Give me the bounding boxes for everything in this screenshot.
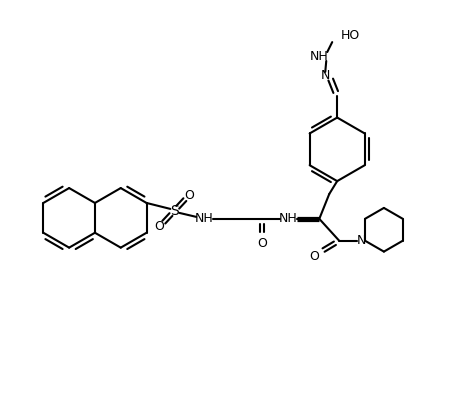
Text: N: N: [356, 234, 366, 247]
Text: NH: NH: [310, 50, 329, 63]
Text: O: O: [309, 250, 319, 263]
Text: NH: NH: [279, 212, 298, 225]
Text: HO: HO: [341, 29, 360, 42]
Text: O: O: [257, 237, 267, 250]
Text: N: N: [320, 69, 330, 82]
Text: S: S: [170, 204, 179, 218]
Text: O: O: [155, 220, 164, 233]
Text: O: O: [185, 188, 194, 201]
Text: NH: NH: [195, 212, 213, 225]
